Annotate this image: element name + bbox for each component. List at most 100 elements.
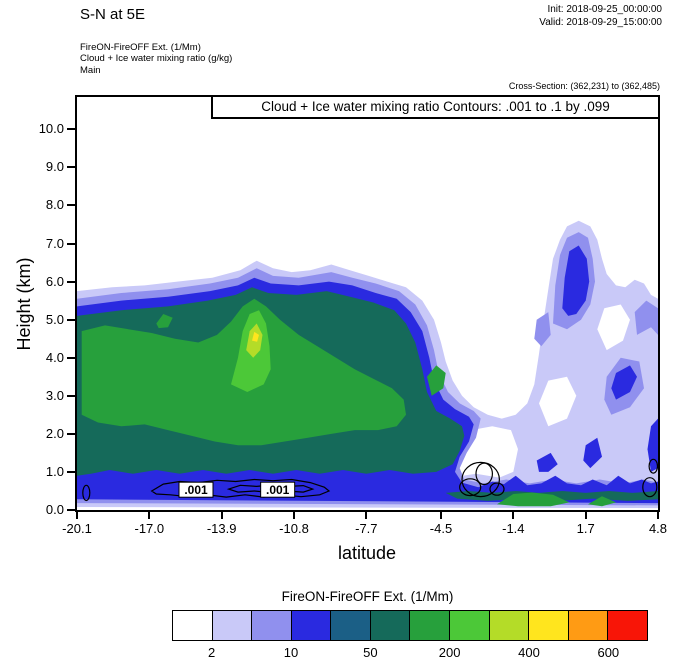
contour-region-periwinkle-patch-c: [534, 312, 551, 347]
y-axis-tick: [67, 128, 75, 131]
colorbar-box-6: [410, 611, 451, 640]
y-axis-tick-label: 8.0: [45, 197, 64, 213]
contour-region-green-bottom-a: [497, 492, 570, 507]
colorbar-box-5: [370, 611, 411, 640]
y-axis-tick-label: 5.0: [45, 311, 64, 327]
colorbar-box-4: [331, 611, 371, 640]
page-title: S-N at 5E: [80, 6, 146, 23]
cloud-contour-line: [648, 458, 658, 474]
x-axis-tick-label: -10.8: [279, 521, 309, 536]
x-axis-tick: [440, 512, 442, 519]
colorbar-tick-label: 600: [597, 645, 620, 660]
y-axis-tick: [67, 204, 75, 207]
colorbar-box-10: [568, 611, 609, 640]
y-axis-tick: [67, 509, 75, 511]
colorbar-box-8: [489, 611, 530, 640]
timestamp-block: Init: 2018-09-25_00:00:00 Valid: 2018-09…: [539, 3, 662, 29]
field-line-extinction: FireON-FireOFF Ext. (1/Mm): [80, 42, 201, 53]
colorbar-box-0: [173, 611, 213, 640]
y-axis-tick: [67, 394, 75, 397]
y-axis-tick: [67, 356, 75, 359]
contour-region-blue-plume: [562, 245, 590, 316]
x-axis-tick-label: -4.5: [429, 521, 453, 536]
contour-region-white-hole-mid: [539, 376, 577, 427]
contour-region-yellow-dot: [252, 331, 259, 342]
colorbar: [172, 610, 648, 641]
x-axis-tick: [365, 512, 368, 519]
x-axis-tick: [584, 512, 587, 519]
contour-label: .001: [184, 483, 208, 497]
contour-region-blue-patch-right-edge: [647, 418, 658, 472]
colorbar-tick-label: 400: [518, 645, 540, 660]
x-axis-tick: [293, 512, 295, 519]
contour-region-blue-speck-a: [536, 452, 558, 472]
y-axis-tick-label: 3.0: [45, 387, 64, 403]
y-axis-label: Height (km): [14, 257, 34, 351]
x-axis-tick-label: -17.0: [134, 521, 165, 536]
x-axis-tick-label: 4.8: [648, 521, 668, 536]
cross-section-label: Cross-Section: (362,231) to (362,485): [508, 81, 660, 91]
contour-plot-canvas: .001 .001: [77, 220, 658, 509]
cloud-contour-line: [226, 484, 315, 494]
colorbar-tick-label: 2: [208, 645, 216, 660]
contour-region-white-hole-upper: [597, 304, 630, 351]
colorbar-box-2: [252, 611, 292, 640]
cloud-contour-line: [642, 477, 658, 498]
init-time: Init: 2018-09-25_00:00:00: [547, 4, 662, 15]
colorbar-tick-labels: 2 10 50 200 400 600: [172, 645, 648, 661]
y-axis-tick-label: 10.0: [38, 121, 64, 137]
cloud-contour-line: [461, 461, 501, 498]
field-line-domain: Main: [80, 64, 101, 76]
y-axis-tick: [67, 470, 75, 473]
contour-region-periwinkle-patch-b: [634, 300, 658, 335]
y-axis-tick: [67, 166, 75, 169]
x-axis-tick: [148, 512, 151, 519]
x-axis-tick: [76, 512, 78, 519]
colorbar-box-1: [212, 611, 253, 640]
x-axis-tick-label: -1.4: [502, 521, 525, 536]
y-axis-tick-label: 9.0: [45, 159, 64, 175]
contour-region-green-patch-right: [427, 365, 446, 396]
colorbar-title: FireON-FireOFF Ext. (1/Mm): [281, 589, 454, 604]
x-axis-tick: [220, 512, 223, 519]
cloud-contour-line: [82, 484, 91, 502]
x-axis-tick: [657, 512, 659, 519]
y-axis-tick: [67, 432, 75, 435]
x-axis-label: latitude: [337, 543, 397, 563]
colorbar-tick-label: 10: [283, 645, 299, 660]
contour-region-green-dot: [156, 314, 173, 329]
y-axis-tick: [67, 242, 75, 245]
colorbar-box-7: [450, 611, 490, 640]
field-description-block: FireON-FireOFF Ext. (1/Mm) Cloud + Ice w…: [80, 42, 232, 76]
valid-time: Valid: 2018-09-29_15:00:00: [539, 17, 662, 28]
contour-info-box: Cloud + Ice water mixing ratio Contours:…: [211, 95, 660, 119]
y-axis-tick: [67, 318, 75, 321]
y-axis-tick-label: 1.0: [45, 463, 64, 479]
y-axis-tick-label: 0.0: [45, 502, 64, 517]
cloud-contour-line: [489, 482, 505, 496]
cloud-contour-line: [459, 478, 482, 497]
contour-label-box: [260, 481, 296, 498]
colorbar-box-3: [291, 611, 332, 640]
x-axis-tick-label: 1.7: [576, 521, 595, 536]
contour-region-blue-speck-b: [583, 437, 602, 469]
contour-label-box: [178, 481, 214, 498]
contour-region-blue-patch-mid: [611, 365, 637, 400]
x-axis-tick: [512, 512, 515, 519]
x-axis-tick-label: -20.1: [62, 521, 92, 536]
y-axis-tick-label: 4.0: [45, 349, 64, 365]
colorbar-tick-label: 50: [363, 645, 378, 660]
y-axis-tick-label: 2.0: [45, 425, 64, 441]
contour-region-green-bottom-b: [588, 496, 616, 507]
y-axis-tick-label: 6.0: [45, 273, 64, 289]
colorbar-box-9: [529, 611, 569, 640]
contour-label: .001: [266, 483, 290, 497]
x-axis-tick-label: -13.9: [206, 521, 237, 536]
y-axis-tick-label: 7.0: [45, 235, 64, 251]
x-axis-tick-label: -7.7: [355, 521, 378, 536]
colorbar-box-11: [608, 611, 647, 640]
colorbar-tick-label: 200: [438, 645, 461, 660]
field-line-mixing-ratio: Cloud + Ice water mixing ratio (g/kg): [80, 53, 233, 65]
y-axis-tick: [67, 280, 75, 283]
